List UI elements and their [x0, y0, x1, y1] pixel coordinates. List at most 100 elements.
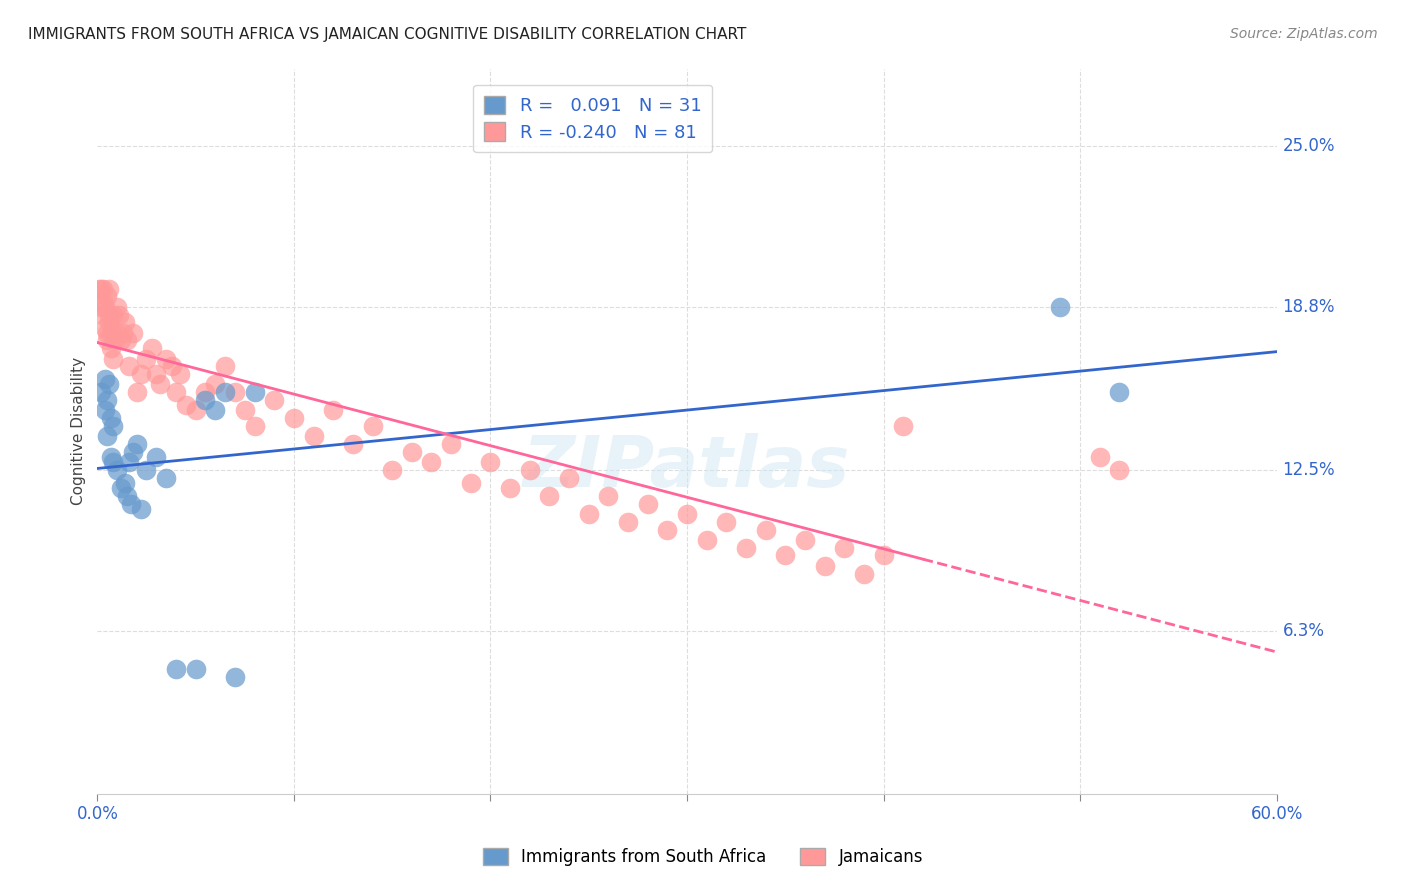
Point — [91, 282, 114, 296]
Point — [169, 367, 191, 381]
Point — [96, 392, 118, 407]
Point — [98, 308, 121, 322]
Point — [141, 341, 163, 355]
Point — [657, 523, 679, 537]
Point — [224, 670, 246, 684]
Point — [90, 300, 112, 314]
Point — [94, 403, 117, 417]
Point — [121, 326, 143, 340]
Point — [696, 533, 718, 547]
Point — [852, 566, 875, 581]
Point — [91, 308, 114, 322]
Point — [100, 341, 122, 355]
Text: 6.3%: 6.3% — [1282, 622, 1324, 640]
Point — [872, 549, 894, 563]
Point — [129, 501, 152, 516]
Point — [115, 489, 138, 503]
Point — [121, 445, 143, 459]
Point — [361, 418, 384, 433]
Point — [479, 455, 502, 469]
Legend: R =   0.091   N = 31, R = -0.240   N = 81: R = 0.091 N = 31, R = -0.240 N = 81 — [472, 85, 713, 153]
Point — [1108, 385, 1130, 400]
Legend: Immigrants from South Africa, Jamaicans: Immigrants from South Africa, Jamaicans — [475, 840, 931, 875]
Point — [617, 515, 640, 529]
Point — [1088, 450, 1111, 464]
Text: ZIPatlas: ZIPatlas — [523, 433, 851, 502]
Point — [1108, 463, 1130, 477]
Text: 18.8%: 18.8% — [1282, 298, 1336, 316]
Point — [538, 489, 561, 503]
Point — [114, 315, 136, 329]
Point — [104, 334, 127, 348]
Point — [111, 326, 134, 340]
Point — [160, 359, 183, 374]
Point — [214, 385, 236, 400]
Point — [90, 282, 112, 296]
Point — [224, 385, 246, 400]
Point — [115, 334, 138, 348]
Point — [204, 403, 226, 417]
Point — [716, 515, 738, 529]
Point — [322, 403, 344, 417]
Point — [105, 300, 128, 314]
Point — [637, 497, 659, 511]
Point — [155, 351, 177, 366]
Point — [110, 334, 132, 348]
Point — [149, 377, 172, 392]
Point — [243, 385, 266, 400]
Point — [194, 392, 217, 407]
Point — [101, 455, 124, 469]
Point — [194, 385, 217, 400]
Point — [499, 481, 522, 495]
Point — [105, 463, 128, 477]
Point — [184, 403, 207, 417]
Point — [101, 351, 124, 366]
Point — [125, 437, 148, 451]
Text: 12.5%: 12.5% — [1282, 461, 1336, 479]
Point — [135, 463, 157, 477]
Point — [108, 308, 131, 322]
Point — [813, 558, 835, 573]
Point — [96, 429, 118, 443]
Point — [89, 282, 111, 296]
Point — [114, 475, 136, 490]
Point — [96, 326, 118, 340]
Point — [735, 541, 758, 555]
Point — [184, 662, 207, 676]
Point — [775, 549, 797, 563]
Point — [214, 359, 236, 374]
Point — [558, 471, 581, 485]
Point — [832, 541, 855, 555]
Point — [98, 315, 121, 329]
Point — [120, 497, 142, 511]
Point — [94, 372, 117, 386]
Point — [243, 418, 266, 433]
Point — [98, 282, 121, 296]
Point — [302, 429, 325, 443]
Point — [90, 385, 112, 400]
Point — [100, 326, 122, 340]
Point — [94, 300, 117, 314]
Point — [155, 471, 177, 485]
Point — [755, 523, 778, 537]
Point — [100, 411, 122, 425]
Point — [145, 367, 167, 381]
Point — [519, 463, 541, 477]
Point — [98, 377, 121, 392]
Y-axis label: Cognitive Disability: Cognitive Disability — [72, 357, 86, 505]
Point — [125, 385, 148, 400]
Point — [381, 463, 404, 477]
Point — [420, 455, 443, 469]
Point — [91, 294, 114, 309]
Point — [401, 445, 423, 459]
Point — [891, 418, 914, 433]
Point — [100, 450, 122, 464]
Point — [101, 418, 124, 433]
Point — [204, 377, 226, 392]
Point — [233, 403, 256, 417]
Text: 25.0%: 25.0% — [1282, 137, 1336, 155]
Point — [110, 481, 132, 495]
Point — [578, 507, 600, 521]
Point — [94, 320, 117, 334]
Point — [676, 507, 699, 521]
